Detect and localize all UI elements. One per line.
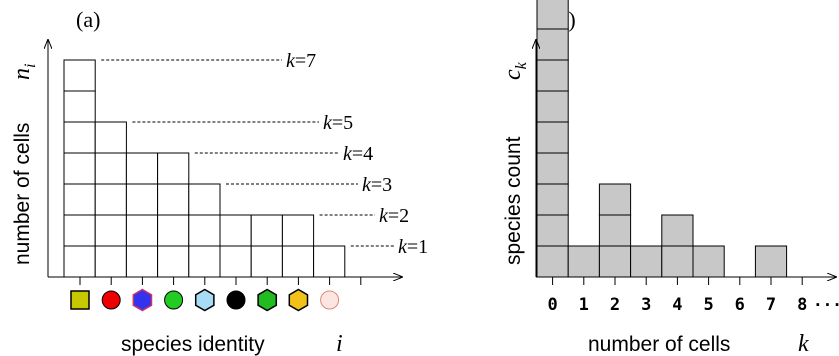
bar-segment — [536, 0, 569, 30]
tick-label: 0 — [547, 295, 557, 315]
bar-segment — [754, 245, 788, 278]
y-axis-symbol: ni — [9, 64, 39, 80]
cell — [63, 214, 96, 247]
x-axis-label-b: number of cells — [588, 333, 730, 356]
bar-segment — [536, 59, 569, 92]
tick-ellipsis: ··· — [813, 295, 839, 314]
species-icons — [70, 288, 340, 312]
cell — [125, 214, 159, 247]
cell — [94, 121, 127, 154]
hexagon-icon — [194, 288, 215, 312]
level-label: k=1 — [398, 236, 428, 258]
bar-segment — [536, 90, 569, 123]
cell — [281, 245, 315, 278]
cell — [94, 152, 127, 185]
x-axis-ticks-b — [552, 277, 803, 285]
level-label: k=3 — [362, 174, 392, 196]
cell — [250, 214, 283, 247]
bars — [536, 0, 788, 278]
level-labels: k=7 k=5 k=4 k=3 k=2 k=1 — [286, 50, 428, 258]
bar-segment — [536, 245, 569, 278]
bar-segment — [536, 214, 569, 247]
cell — [281, 214, 315, 247]
cell — [63, 59, 96, 92]
bar-segment — [661, 245, 694, 278]
y-axis-symbol-b: ck — [500, 61, 530, 80]
cell — [188, 214, 221, 247]
bar-segment — [598, 183, 632, 216]
cell — [157, 152, 190, 185]
panel-a-label: (a) — [76, 7, 100, 32]
tick-label: 7 — [766, 295, 776, 315]
circle-icon — [101, 290, 121, 310]
x-axis-ticks — [79, 277, 362, 285]
level-label: k=4 — [343, 143, 373, 165]
cell — [313, 245, 346, 278]
level-label: k=7 — [286, 50, 316, 72]
level-label: k=5 — [323, 112, 353, 134]
circle-icon — [226, 290, 246, 310]
hexagon-icon — [132, 288, 153, 312]
cell — [63, 152, 96, 185]
bar-segment — [598, 214, 632, 247]
tick-label: 4 — [672, 295, 682, 315]
bar-segment — [536, 121, 569, 154]
cell — [157, 183, 190, 216]
panel-a: (a) k=7 k=5 k=4 k=3 k=2 k=1 number of cells n… — [9, 7, 428, 356]
cell — [94, 245, 127, 278]
cell — [157, 214, 190, 247]
bar-segment — [567, 245, 600, 278]
hexagon-icon — [288, 288, 309, 312]
cell — [219, 214, 252, 247]
circle-icon — [164, 290, 184, 310]
bar-segment — [536, 152, 569, 185]
bar-segment — [630, 245, 663, 278]
cell — [63, 245, 96, 278]
cell — [63, 90, 96, 123]
cell — [188, 245, 221, 278]
tick-labels: 0 1 2 3 4 5 6 7 8 — [547, 295, 807, 315]
cell — [125, 183, 159, 216]
x-axis-label: species identity — [121, 333, 265, 356]
bar-segment — [536, 183, 569, 216]
tick-label: 3 — [641, 295, 651, 315]
circle-icon — [320, 290, 340, 310]
bar-segment — [598, 245, 632, 278]
bar-segment — [692, 245, 725, 278]
cell — [94, 183, 127, 216]
square-icon — [70, 290, 90, 310]
tick-label: 5 — [703, 295, 713, 315]
tick-label: 2 — [610, 295, 620, 315]
y-axis-label: number of cells — [11, 123, 34, 265]
level-label: k=2 — [379, 205, 409, 227]
hexagon-icon — [257, 288, 278, 312]
tick-label: 8 — [797, 295, 807, 315]
cell — [63, 183, 96, 216]
level-lines — [101, 59, 394, 247]
cell — [157, 245, 190, 278]
bar-segment — [536, 28, 569, 61]
cell — [250, 245, 283, 278]
x-axis-symbol-b: k — [798, 331, 809, 356]
bar-segment — [661, 214, 694, 247]
cell — [94, 214, 127, 247]
cell — [125, 245, 159, 278]
tick-label: 1 — [579, 295, 589, 315]
y-axis-label-b: species count — [502, 136, 525, 265]
x-axis-symbol: i — [336, 331, 343, 356]
cell — [125, 152, 159, 185]
cell — [63, 121, 96, 154]
tick-label: 6 — [735, 295, 745, 315]
cell — [188, 183, 221, 216]
cell — [219, 245, 252, 278]
cell-grid — [63, 59, 346, 278]
